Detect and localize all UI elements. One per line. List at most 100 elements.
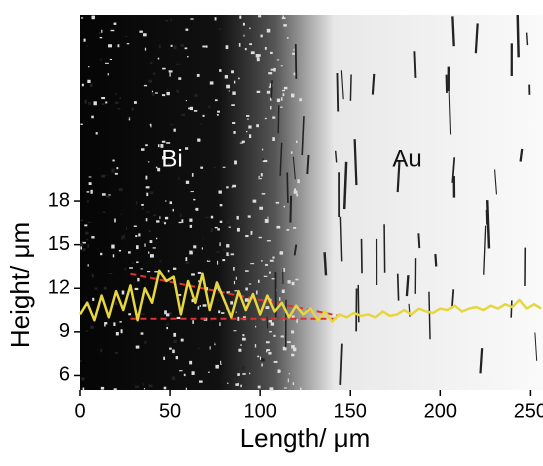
speckle xyxy=(125,35,128,38)
speckle xyxy=(127,116,130,119)
speckle xyxy=(238,348,242,352)
speckle xyxy=(232,353,235,356)
speckle xyxy=(185,261,190,264)
speckle xyxy=(197,306,200,310)
speckle xyxy=(291,353,295,357)
speckle xyxy=(165,323,170,326)
speckle xyxy=(231,186,233,188)
speckle xyxy=(200,123,203,126)
speckle xyxy=(87,244,90,248)
speckle xyxy=(279,297,281,301)
speckle xyxy=(265,306,270,310)
speckle xyxy=(146,211,150,213)
speckle xyxy=(257,385,261,389)
speckle xyxy=(176,89,180,93)
speckle xyxy=(291,315,295,319)
speckle xyxy=(86,45,88,47)
speckle xyxy=(100,386,105,390)
speckle xyxy=(168,70,173,73)
speckle xyxy=(117,44,120,48)
speckle xyxy=(295,140,298,144)
speckle xyxy=(244,47,247,51)
speckle xyxy=(104,62,109,64)
speckle xyxy=(225,45,229,50)
speckle xyxy=(135,385,139,388)
speckle xyxy=(218,310,221,314)
speckle xyxy=(189,106,194,111)
streak xyxy=(417,233,421,249)
speckle xyxy=(124,268,127,271)
speckle xyxy=(264,117,267,120)
annotation: Bi xyxy=(161,145,182,172)
speckle xyxy=(257,355,260,358)
streak xyxy=(334,150,338,163)
speckle xyxy=(103,286,107,290)
speckle xyxy=(260,177,262,180)
speckle xyxy=(291,330,295,334)
speckle xyxy=(283,86,288,90)
speckle xyxy=(108,44,112,48)
speckle xyxy=(205,287,209,291)
speckle xyxy=(281,97,283,101)
x-tick-label: 250 xyxy=(514,400,543,422)
speckle xyxy=(202,237,204,240)
speckle xyxy=(104,322,106,327)
speckle xyxy=(160,144,164,148)
streak xyxy=(510,300,513,318)
speckle xyxy=(188,107,192,110)
speckle xyxy=(192,249,195,252)
speckle xyxy=(266,28,271,33)
speckle xyxy=(226,186,229,189)
streak xyxy=(340,70,344,100)
x-tick-label: 0 xyxy=(74,400,85,422)
speckle xyxy=(252,199,257,203)
speckle xyxy=(257,279,260,283)
speckle xyxy=(191,371,195,375)
streak xyxy=(371,73,376,95)
speckle xyxy=(95,132,98,135)
speckle xyxy=(280,335,284,338)
speckle xyxy=(134,287,139,291)
y-tick-label: 12 xyxy=(48,277,70,299)
speckle xyxy=(283,24,287,27)
speckle xyxy=(221,312,225,314)
speckle xyxy=(91,274,94,278)
speckle xyxy=(119,97,121,100)
speckle xyxy=(286,341,291,343)
speckle xyxy=(136,261,139,264)
speckle xyxy=(169,201,173,205)
speckle xyxy=(271,278,275,280)
speckle xyxy=(170,44,173,47)
streak xyxy=(516,14,520,58)
speckle xyxy=(172,267,177,270)
speckle xyxy=(287,280,291,284)
speckle xyxy=(293,72,297,76)
speckle xyxy=(248,125,252,129)
speckle xyxy=(111,168,115,173)
speckle xyxy=(192,320,194,324)
speckle xyxy=(191,173,194,177)
speckle xyxy=(181,113,186,117)
speckle xyxy=(178,221,182,224)
speckle xyxy=(143,33,147,37)
speckle xyxy=(156,220,160,223)
speckle xyxy=(138,233,141,237)
streak xyxy=(434,253,438,267)
speckle xyxy=(144,47,147,51)
speckle xyxy=(282,93,285,97)
speckle xyxy=(258,236,262,239)
streak xyxy=(279,142,283,176)
speckle xyxy=(145,175,148,180)
speckle xyxy=(191,273,195,276)
speckle xyxy=(233,130,236,134)
speckle xyxy=(265,263,268,266)
speckle xyxy=(190,18,194,20)
speckle xyxy=(133,225,137,227)
speckle xyxy=(157,167,161,172)
speckle xyxy=(234,290,238,292)
speckle xyxy=(101,174,106,178)
speckle xyxy=(263,159,268,163)
speckle xyxy=(200,166,204,169)
speckle xyxy=(143,84,148,87)
speckle xyxy=(265,341,270,344)
